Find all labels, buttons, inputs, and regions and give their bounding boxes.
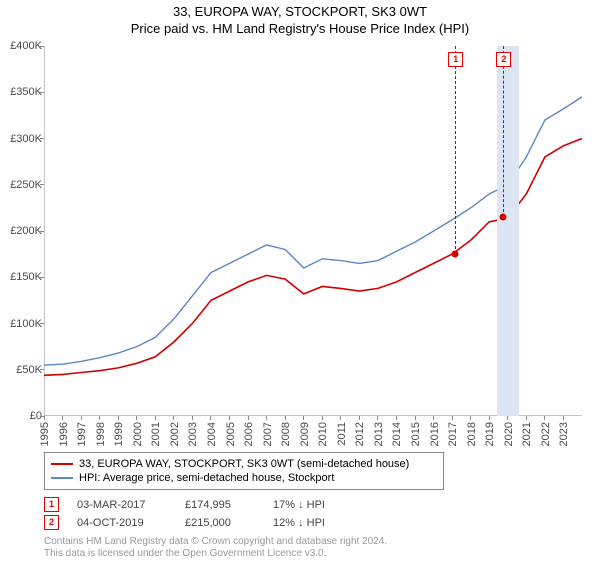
x-tick-label: 2006 xyxy=(243,422,255,446)
x-tick-label: 2002 xyxy=(169,422,181,446)
y-tick-label: £200K xyxy=(2,225,42,237)
x-tick-label: 1997 xyxy=(76,422,88,446)
sale-marker-dot xyxy=(500,214,507,221)
x-tick-label: 2015 xyxy=(410,422,422,446)
sale-marker-label: 1 xyxy=(448,52,463,67)
y-tick-label: £250K xyxy=(2,179,42,191)
sale-row-price: £174,995 xyxy=(185,499,255,511)
legend-row: 33, EUROPA WAY, STOCKPORT, SK3 0WT (semi… xyxy=(51,457,437,471)
sale-rows: 1 03-MAR-2017 £174,995 17% ↓ HPI 2 04-OCT-201… xyxy=(44,494,363,533)
x-tick-label: 2000 xyxy=(132,422,144,446)
sale-marker-dot xyxy=(452,251,459,258)
x-tick-label: 2013 xyxy=(373,422,385,446)
x-tick-label: 2011 xyxy=(336,422,348,446)
x-tick-label: 2017 xyxy=(447,422,459,446)
sale-row-date: 03-MAR-2017 xyxy=(77,499,167,511)
sale-row-price: £215,000 xyxy=(185,517,255,529)
x-tick-label: 1995 xyxy=(39,422,51,446)
x-tick-label: 2014 xyxy=(391,422,403,446)
plot-area: 12 xyxy=(44,46,582,416)
x-tick-label: 2018 xyxy=(466,422,478,446)
y-tick-label: £400K xyxy=(2,40,42,52)
footer-line-1: Contains HM Land Registry data © Crown c… xyxy=(44,536,387,548)
legend-swatch xyxy=(51,463,73,465)
x-tick-label: 2023 xyxy=(558,422,570,446)
y-tick-label: £300K xyxy=(2,133,42,145)
footer-line-2: This data is licensed under the Open Gov… xyxy=(44,548,387,560)
legend-box: 33, EUROPA WAY, STOCKPORT, SK3 0WT (semi… xyxy=(44,452,444,490)
sale-marker-vline xyxy=(503,46,504,217)
x-tick-label: 2009 xyxy=(299,422,311,446)
x-tick-label: 2003 xyxy=(187,422,199,446)
legend-label: 33, EUROPA WAY, STOCKPORT, SK3 0WT (semi… xyxy=(79,458,409,470)
sale-row-delta: 17% ↓ HPI xyxy=(273,499,363,511)
chart-container: 33, EUROPA WAY, STOCKPORT, SK3 0WT Price… xyxy=(0,4,600,564)
x-tick-label: 2022 xyxy=(540,422,552,446)
x-tick-label: 2001 xyxy=(150,422,162,446)
sale-marker-label: 2 xyxy=(496,52,511,67)
x-tick-label: 2016 xyxy=(429,422,441,446)
x-tick-label: 2004 xyxy=(206,422,218,446)
x-tick-label: 2019 xyxy=(484,422,496,446)
sale-row-index: 2 xyxy=(44,515,59,530)
x-tick-label: 2012 xyxy=(354,422,366,446)
sale-row-date: 04-OCT-2019 xyxy=(77,517,167,529)
y-tick-label: £350K xyxy=(2,86,42,98)
x-tick-label: 1996 xyxy=(58,422,70,446)
footer-attribution: Contains HM Land Registry data © Crown c… xyxy=(44,536,387,560)
chart-subtitle: Price paid vs. HM Land Registry's House … xyxy=(0,21,600,36)
x-tick-label: 2008 xyxy=(280,422,292,446)
legend-row: HPI: Average price, semi-detached house,… xyxy=(51,471,437,485)
y-tick-label: £0 xyxy=(2,410,42,422)
x-tick-label: 2007 xyxy=(262,422,274,446)
sale-row-index: 1 xyxy=(44,497,59,512)
x-tick-label: 1998 xyxy=(95,422,107,446)
chart-title: 33, EUROPA WAY, STOCKPORT, SK3 0WT xyxy=(0,4,600,19)
y-tick-label: £50K xyxy=(2,364,42,376)
x-tick-label: 2005 xyxy=(225,422,237,446)
x-tick-label: 2010 xyxy=(317,422,329,446)
sale-row: 1 03-MAR-2017 £174,995 17% ↓ HPI xyxy=(44,497,363,512)
x-tick-label: 1999 xyxy=(113,422,125,446)
sale-row: 2 04-OCT-2019 £215,000 12% ↓ HPI xyxy=(44,515,363,530)
legend-label: HPI: Average price, semi-detached house,… xyxy=(79,472,334,484)
x-tick-label: 2021 xyxy=(521,422,533,446)
highlight-band xyxy=(497,46,519,416)
sale-row-delta: 12% ↓ HPI xyxy=(273,517,363,529)
sale-marker-vline xyxy=(455,46,456,254)
x-tick-label: 2020 xyxy=(503,422,515,446)
y-tick-label: £100K xyxy=(2,318,42,330)
y-tick-label: £150K xyxy=(2,271,42,283)
legend-swatch xyxy=(51,477,73,479)
